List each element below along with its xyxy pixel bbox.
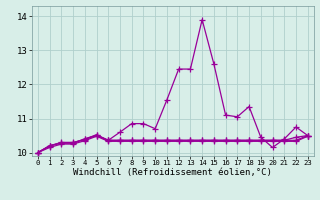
X-axis label: Windchill (Refroidissement éolien,°C): Windchill (Refroidissement éolien,°C) bbox=[73, 168, 272, 177]
